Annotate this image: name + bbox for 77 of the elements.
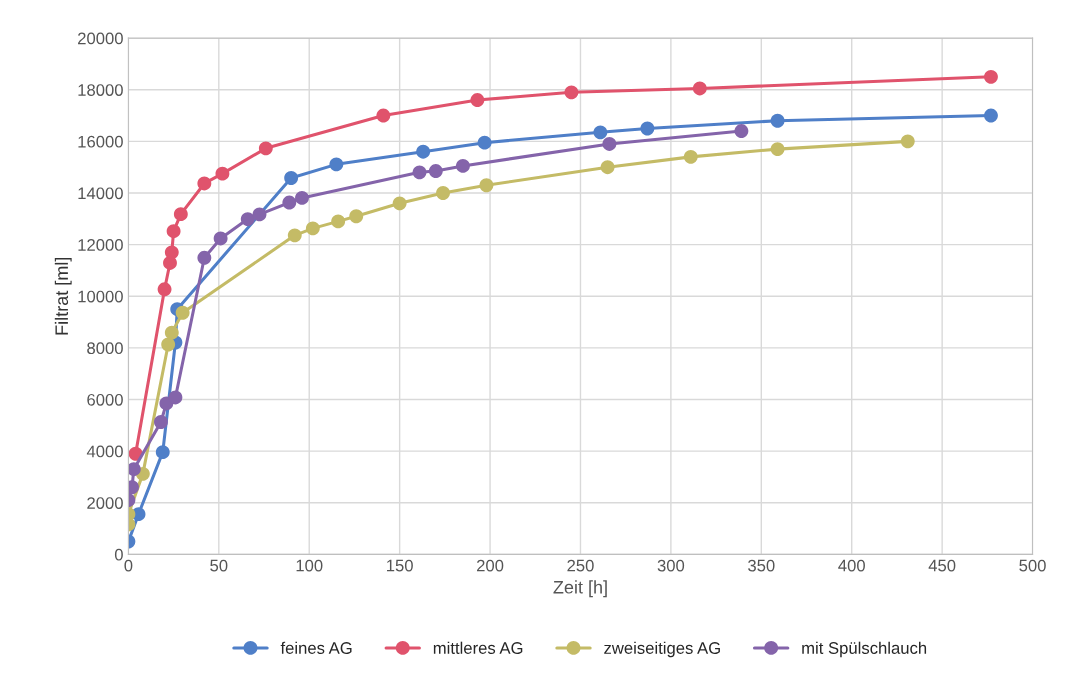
point: [197, 176, 212, 191]
point: [329, 157, 344, 172]
y-tick-label: 14000: [78, 187, 123, 200]
point: [900, 134, 915, 149]
point: [428, 164, 443, 178]
point: [157, 282, 172, 297]
point: [984, 69, 998, 84]
point: [155, 445, 170, 460]
point: [392, 196, 407, 211]
point: [252, 207, 267, 222]
y-tick-label: 6000: [87, 393, 123, 406]
x-tick-label: 50: [210, 559, 228, 572]
x-tick-label: 250: [567, 559, 594, 572]
point: [412, 165, 427, 180]
point: [164, 325, 179, 340]
x-axis-title: Zeit [h]: [553, 580, 607, 598]
y-tick-label: 8000: [87, 342, 123, 355]
point: [734, 124, 749, 138]
point: [455, 158, 470, 173]
point: [173, 207, 188, 222]
point: [215, 166, 230, 181]
y-tick-label: 10000: [78, 290, 123, 303]
point: [770, 142, 785, 157]
x-tick-label: 450: [928, 559, 956, 572]
point: [479, 178, 494, 193]
point: [284, 171, 299, 185]
point: [197, 250, 212, 265]
point: [692, 81, 707, 96]
x-tick-label: 200: [477, 559, 504, 572]
point: [175, 305, 190, 320]
point: [416, 144, 431, 159]
y-tick-label: 4000: [86, 445, 123, 458]
point: [295, 190, 309, 205]
x-tick-label: 500: [1019, 559, 1046, 572]
point: [258, 141, 273, 156]
point: [240, 212, 255, 227]
x-tick-label: 400: [838, 559, 865, 572]
point: [168, 390, 183, 405]
point: [331, 214, 346, 229]
x-tick-label: 300: [657, 559, 685, 572]
legend-label: mittleres AG: [433, 641, 523, 654]
point: [436, 186, 450, 200]
legend-label: zweiseitiges AG: [604, 641, 720, 658]
point: [164, 245, 179, 260]
point: [282, 195, 297, 210]
point: [154, 415, 168, 429]
y-tick-label: 2000: [87, 497, 123, 509]
point: [470, 93, 485, 108]
y-axis-title: Filtrat [ml]: [54, 257, 72, 335]
point: [593, 125, 608, 140]
point: [161, 337, 176, 352]
x-tick-label: 350: [748, 559, 775, 572]
point: [770, 113, 785, 128]
y-tick-label: 16000: [78, 135, 123, 148]
point: [683, 149, 698, 164]
point: [984, 108, 998, 123]
point: [640, 121, 655, 136]
point: [477, 135, 492, 150]
point: [564, 85, 579, 100]
point: [600, 160, 615, 175]
point: [376, 108, 391, 123]
y-tick-label: 18000: [78, 84, 123, 96]
x-tick-label: 150: [387, 559, 413, 572]
y-tick-label: 12000: [78, 239, 123, 251]
y-tick-label: 20000: [78, 32, 123, 45]
point: [305, 221, 320, 236]
point: [287, 228, 302, 243]
legend-label: feines AG: [280, 641, 352, 654]
point: [602, 137, 617, 151]
point: [213, 231, 228, 246]
y-tick-label: 0: [114, 548, 123, 561]
point: [166, 224, 181, 239]
point: [349, 209, 364, 224]
x-tick-label: 100: [296, 559, 323, 572]
point: [128, 462, 141, 477]
x-tick-label: 0: [124, 559, 133, 572]
legend-label: mit Spülschlauch: [802, 641, 927, 658]
